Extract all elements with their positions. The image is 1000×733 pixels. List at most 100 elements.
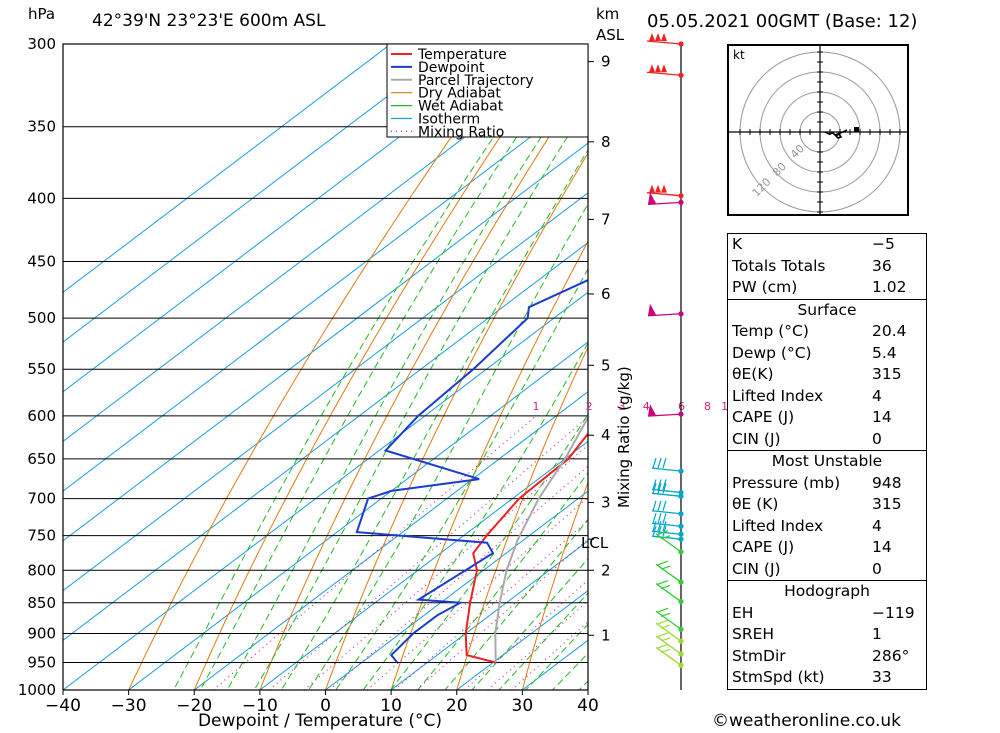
pressure-tick-label: 600	[27, 407, 56, 425]
mixing-ratio-label: 3	[619, 400, 626, 413]
wind-barb	[651, 521, 684, 537]
isotherm-line	[63, 291, 588, 690]
row-value: 948	[872, 473, 902, 492]
copyright-text: ©weatheronline.co.uk	[712, 711, 902, 731]
row-label: Totals Totals	[732, 256, 826, 275]
wind-barb	[646, 64, 684, 78]
lcl-label: LCL	[581, 534, 609, 552]
table-row: CIN (J) 0	[728, 559, 926, 581]
table-row: Pressure (mb) 948	[728, 473, 926, 495]
datetime-title: 05.05.2021 00GMT (Base: 12)	[647, 11, 918, 32]
dewpoint-line	[355, 279, 588, 664]
pressure-tick-label: 550	[27, 360, 56, 378]
row-label: K	[732, 235, 743, 253]
location-title: 42°39'N 23°23'E 600m ASL	[92, 11, 326, 31]
row-value: 14	[872, 538, 892, 556]
wet-adiabat-line	[498, 592, 588, 690]
km-tick-label: 8	[601, 133, 611, 151]
pressure-tick-label: 500	[27, 309, 56, 327]
km-tick-label: 9	[601, 53, 611, 71]
isotherm-line	[193, 391, 588, 690]
surface-title: Surface	[728, 298, 926, 322]
row-label: Pressure (mb)	[732, 473, 841, 492]
km-tick-label: 7	[601, 210, 611, 228]
pressure-tick-label: 900	[27, 624, 56, 642]
wind-barb	[647, 404, 684, 417]
km-unit-label: km	[596, 5, 620, 23]
wind-barb	[647, 303, 684, 317]
asl-label: ASL	[596, 26, 625, 44]
mixing-ratio-line	[212, 415, 537, 690]
legend-box	[386, 43, 589, 138]
km-tick-label: 3	[601, 493, 611, 511]
row-value: 14	[872, 408, 892, 426]
table-row: Lifted Index 4	[728, 516, 926, 538]
dry-adiabat-line	[193, 44, 564, 690]
row-value: 36	[872, 256, 892, 275]
table-row: Temp (°C) 20.4	[728, 321, 926, 343]
dry-adiabat-line	[456, 345, 588, 690]
row-label: CAPE (J)	[732, 408, 795, 426]
isotherm-line	[324, 490, 588, 690]
x-tick-label: −20	[176, 696, 212, 716]
legend-label: Parcel Trajectory	[418, 73, 534, 89]
indices-table: K −5 Totals Totals 36 PW (cm) 1.02 Surface Te…	[727, 233, 927, 690]
pressure-tick-label: 400	[27, 189, 56, 207]
wet-adiabat-line	[253, 103, 588, 690]
wind-barb	[655, 579, 684, 605]
wind-barb	[651, 479, 684, 496]
row-value: −5	[872, 235, 895, 253]
dry-adiabat-line	[324, 152, 588, 690]
row-label: θE (K)	[732, 495, 779, 513]
wet-adiabat-line	[335, 268, 588, 690]
legend-label: Isotherm	[418, 112, 480, 128]
parcel-trajectory-line	[494, 415, 588, 663]
table-row: SREH 1	[728, 624, 926, 646]
dry-adiabat-line	[390, 240, 588, 690]
row-label: StmDir	[732, 646, 786, 665]
isotherm-line	[259, 440, 588, 690]
most-unstable-title: Most Unstable	[728, 450, 926, 473]
pressure-tick-label: 350	[27, 118, 56, 136]
table-row: θE(K) 315	[728, 364, 926, 386]
pressure-tick-label: 300	[27, 35, 56, 53]
x-axis-label: Dewpoint / Temperature (°C)	[198, 711, 442, 731]
row-value: 286°	[872, 646, 910, 665]
mixing-ratio-label: 8	[704, 400, 711, 413]
hodograph-ring-label: 120	[750, 176, 774, 200]
row-value: 4	[872, 516, 882, 535]
dry-adiabat-line	[915, 0, 1000, 716]
storm-motion-marker	[854, 127, 859, 132]
km-tick-label: 5	[601, 356, 611, 374]
table-row: PW (cm) 1.02	[728, 277, 926, 299]
row-value: 315	[872, 365, 902, 383]
wind-barb	[651, 483, 684, 499]
x-tick-label: 40	[577, 696, 599, 716]
hodograph-table-title: Hodograph	[728, 580, 926, 603]
row-value: −119	[872, 603, 915, 622]
wind-barb	[651, 526, 684, 542]
dry-adiabat-line	[982, 0, 1000, 716]
pressure-tick-label: 700	[27, 490, 56, 508]
hodograph-panel: 40 80 120 kt	[727, 44, 909, 216]
legend-label: Temperature	[417, 47, 507, 63]
table-row: CAPE (J) 14	[728, 407, 926, 429]
x-tick-label: −10	[242, 696, 278, 716]
row-label: θE(K)	[732, 365, 774, 383]
pressure-tick-label: 800	[27, 561, 56, 579]
legend-label: Dewpoint	[418, 60, 485, 76]
dry-adiabat-line	[521, 481, 588, 690]
x-tick-label: 10	[380, 696, 402, 716]
mixing-ratio-label: 4	[643, 400, 650, 413]
mixing-ratio-label: 2	[586, 400, 593, 413]
wind-barb	[655, 607, 684, 632]
mixing-ratio-line	[303, 444, 588, 690]
x-tick-label: 30	[512, 696, 534, 716]
dry-adiabat-line	[128, 44, 518, 690]
row-label: CIN (J)	[732, 429, 781, 448]
wind-barb	[655, 619, 684, 644]
table-row: StmDir 286°	[728, 646, 926, 668]
hodograph-ring-label: 80	[770, 160, 789, 179]
isotherm-line	[63, 92, 588, 492]
